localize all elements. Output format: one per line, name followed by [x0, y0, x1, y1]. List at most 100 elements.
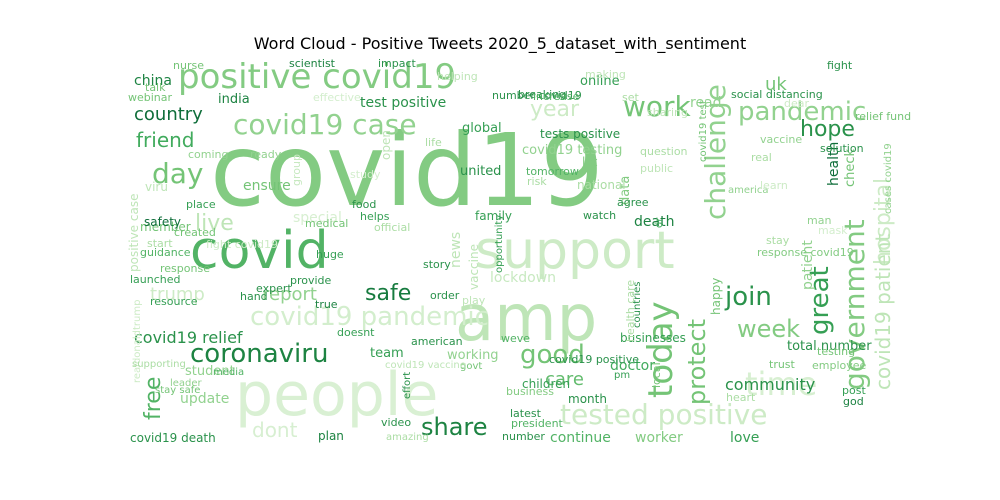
- cloud-word: business: [506, 385, 554, 398]
- cloud-word: latest: [510, 407, 542, 420]
- cloud-word: ready: [250, 148, 282, 161]
- cloud-word: pm: [614, 370, 630, 381]
- cloud-word: sharing: [647, 106, 688, 119]
- cloud-word: effective: [313, 91, 361, 104]
- cloud-word: student: [185, 364, 235, 379]
- cloud-word: national: [577, 178, 626, 192]
- cloud-word: supporting: [132, 359, 186, 370]
- cloud-word: testing: [817, 345, 855, 358]
- cloud-word: global: [462, 121, 502, 136]
- cloud-word: death: [634, 214, 674, 230]
- cloud-word: covid19 death: [130, 431, 216, 445]
- cloud-word: doctor: [610, 358, 655, 374]
- cloud-word: tests positive: [540, 127, 620, 141]
- cloud-word: solution: [820, 142, 864, 155]
- cloud-word: true: [315, 298, 338, 311]
- cloud-word: challenge: [699, 84, 732, 220]
- cloud-word: year: [530, 97, 580, 122]
- cloud-word: story: [423, 258, 451, 271]
- cloud-word: coronaviru: [190, 339, 328, 369]
- cloud-word: place: [186, 198, 216, 211]
- cloud-word: social distancing: [731, 88, 823, 101]
- cloud-word: covid: [190, 221, 329, 281]
- cloud-word: helping: [437, 70, 478, 83]
- cloud-word: video: [381, 416, 411, 429]
- cloud-word: fight: [827, 59, 853, 72]
- cloud-word: friend: [136, 128, 195, 152]
- cloud-word: agree: [617, 196, 649, 209]
- cloud-word: worker: [635, 430, 683, 446]
- cloud-word: covid19: [210, 112, 604, 229]
- cloud-word: live: [195, 211, 234, 236]
- cloud-word: coming: [188, 148, 229, 161]
- cloud-word: leader: [170, 378, 203, 389]
- cloud-word: share: [421, 413, 488, 441]
- cloud-word: medical: [305, 217, 348, 230]
- cloud-word: response: [160, 262, 210, 275]
- cloud-word: launched: [130, 273, 181, 286]
- cloud-word: test positive: [360, 95, 446, 111]
- cloud-word: provide: [290, 274, 332, 287]
- cloud-word: fight covid19: [206, 238, 278, 251]
- cloud-word: children: [522, 377, 570, 391]
- cloud-word: tomorrow: [526, 165, 579, 178]
- cloud-word: dr: [654, 217, 665, 228]
- cloud-word: employee: [812, 359, 867, 372]
- cloud-word: food: [352, 198, 376, 211]
- cloud-word: total number: [787, 339, 872, 354]
- cloud-word: update: [180, 391, 229, 407]
- cloud-word: patient: [800, 240, 816, 290]
- cloud-word: data: [618, 176, 633, 205]
- cloud-word: expert: [256, 282, 292, 295]
- cloud-word: united: [460, 164, 501, 179]
- cloud-word: realdonaldtrump: [132, 300, 143, 383]
- cloud-word: covid19 relief: [134, 328, 243, 347]
- cloud-word: huge: [316, 248, 344, 261]
- cloud-word: health: [826, 142, 842, 186]
- cloud-word: president: [511, 417, 564, 430]
- cloud-word: watch: [583, 209, 616, 222]
- cloud-word: scientist: [289, 57, 336, 70]
- cloud-word: risk: [527, 175, 547, 188]
- cloud-word: talk: [145, 81, 166, 94]
- cloud-word: businesses: [620, 331, 686, 345]
- cloud-word: media: [213, 367, 244, 378]
- cloud-word: report: [262, 284, 317, 305]
- cloud-word: stay safe: [155, 385, 200, 396]
- cloud-word: join: [724, 282, 772, 312]
- cloud-word: public: [640, 162, 673, 175]
- cloud-word: positive covid19: [178, 57, 456, 97]
- cloud-word: making: [585, 68, 626, 81]
- cloud-word: safety: [144, 215, 181, 229]
- cloud-word: life: [425, 136, 442, 149]
- cloud-word: response covid19: [757, 246, 854, 259]
- cloud-word: news: [448, 232, 464, 268]
- cloud-word: government: [838, 219, 871, 390]
- cloud-word: trump: [150, 284, 205, 305]
- cloud-word: cases covid19: [883, 143, 894, 214]
- cloud-word: free: [141, 377, 166, 420]
- cloud-word: covid19 testing: [522, 143, 622, 158]
- cloud-word: love: [730, 430, 759, 446]
- cloud-word: team: [370, 346, 404, 361]
- cloud-word: good: [520, 340, 585, 370]
- cloud-word: relief fund: [855, 110, 911, 123]
- cloud-word: resource: [150, 295, 198, 308]
- cloud-word: amp: [455, 282, 597, 356]
- cloud-word: study: [350, 168, 381, 181]
- cloud-word: amazing: [386, 432, 429, 443]
- cloud-word: question: [640, 145, 688, 158]
- cloud-word: check: [843, 148, 858, 187]
- cloud-word: covid19 case: [233, 108, 417, 141]
- cloud-word: post: [842, 384, 866, 397]
- cloud-word: order: [430, 289, 460, 302]
- cloud-word: heart: [726, 391, 756, 404]
- cloud-word: official: [374, 221, 410, 234]
- cloud-word: lot: [582, 155, 598, 169]
- cloud-word: china: [134, 73, 172, 89]
- cloud-word: community: [725, 375, 815, 394]
- cloud-word: nurse: [173, 59, 204, 72]
- cloud-word: effort: [402, 372, 413, 399]
- cloud-word: continue: [550, 430, 611, 446]
